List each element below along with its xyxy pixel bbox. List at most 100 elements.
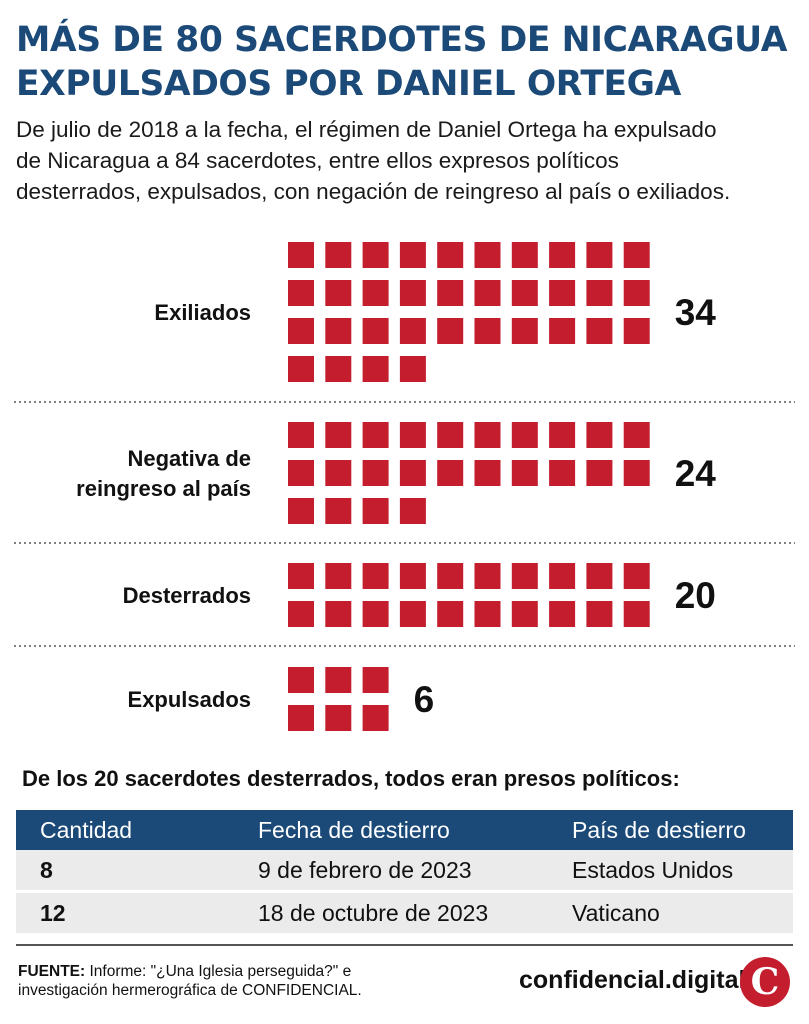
waffle-square xyxy=(362,563,389,589)
waffle-square xyxy=(288,667,314,693)
waffle-square xyxy=(288,498,314,524)
waffle-square xyxy=(474,601,501,627)
subtitle-line-2: de Nicaragua a 84 sacerdotes, entre ello… xyxy=(16,148,619,173)
category-label: Desterrados xyxy=(123,583,251,608)
cell-fecha: 18 de octubre de 2023 xyxy=(258,899,489,926)
waffle-square xyxy=(623,318,650,344)
desterrados-table: Cantidad Fecha de destierro País de dest… xyxy=(16,810,793,933)
subtitle-line-3: desterrados, expulsados, con negación de… xyxy=(16,179,731,204)
waffle-square xyxy=(288,563,314,589)
waffle-square xyxy=(474,280,501,306)
value-label: 24 xyxy=(675,453,717,494)
waffle-square xyxy=(399,498,426,524)
waffle-square xyxy=(623,422,650,448)
waffle-square xyxy=(399,563,426,589)
waffle-square xyxy=(362,356,389,382)
waffle-square xyxy=(623,280,650,306)
source-label: FUENTE: xyxy=(18,963,86,980)
waffle-square xyxy=(549,318,576,344)
waffle-square xyxy=(325,667,352,693)
cell-pais: Estados Unidos xyxy=(572,856,734,883)
waffle-square xyxy=(399,601,426,627)
waffle-square xyxy=(399,460,426,486)
waffle-square xyxy=(474,563,501,589)
waffle-square xyxy=(362,498,389,524)
cell-fecha: 9 de febrero de 2023 xyxy=(258,856,472,883)
category-label: reingreso al país xyxy=(76,476,251,501)
value-label: 20 xyxy=(675,575,716,616)
waffle-square xyxy=(325,242,352,268)
waffle-square xyxy=(399,422,426,448)
waffle-square xyxy=(325,601,352,627)
waffle-square xyxy=(325,356,352,382)
value-label: 34 xyxy=(675,292,717,333)
waffle-square xyxy=(325,705,352,731)
waffle-chart: Exiliados 34 Negativa de reingreso al país 2… xyxy=(14,242,795,731)
source-text-1: Informe: "¿Una Iglesia perseguida?" e xyxy=(85,963,352,980)
waffle-square xyxy=(325,422,352,448)
waffle-square xyxy=(362,422,389,448)
source-text-2: investigación hermerográfica de CONFIDEN… xyxy=(18,982,362,999)
waffle-square xyxy=(437,460,464,486)
waffle-square xyxy=(362,318,389,344)
waffle-square xyxy=(437,318,464,344)
table-row: 8 9 de febrero de 2023 Estados Unidos xyxy=(16,850,793,890)
waffle-square xyxy=(288,705,314,731)
waffle-square xyxy=(549,422,576,448)
waffle-square xyxy=(362,242,389,268)
title-line-1: MÁS DE 80 SACERDOTES DE NICARAGUA xyxy=(16,20,788,60)
waffle-square xyxy=(474,242,501,268)
brand-name: confidencial.digital xyxy=(519,966,746,994)
waffle-square xyxy=(399,280,426,306)
waffle-square xyxy=(549,601,576,627)
source-note: FUENTE: Informe: "¿Una Iglesia perseguid… xyxy=(18,962,438,1000)
waffle-square xyxy=(511,318,538,344)
waffle-square xyxy=(511,422,538,448)
category-label: Negativa de xyxy=(128,446,252,471)
table-row: 12 18 de octubre de 2023 Vaticano xyxy=(16,893,793,933)
col-header-pais: País de destierro xyxy=(572,816,746,843)
cell-cantidad: 12 xyxy=(40,899,66,926)
waffle-square xyxy=(623,601,650,627)
waffle-square xyxy=(325,460,352,486)
waffle-square xyxy=(586,280,613,306)
waffle-square xyxy=(549,280,576,306)
waffle-square xyxy=(437,563,464,589)
waffle-square xyxy=(549,460,576,486)
waffle-square xyxy=(511,460,538,486)
waffle-square xyxy=(586,601,613,627)
waffle-square xyxy=(474,318,501,344)
col-header-cantidad: Cantidad xyxy=(40,816,133,843)
waffle-square xyxy=(288,318,314,344)
waffle-square xyxy=(511,280,538,306)
waffle-square xyxy=(437,280,464,306)
waffle-square xyxy=(549,242,576,268)
waffle-square xyxy=(288,280,314,306)
waffle-square xyxy=(586,460,613,486)
col-header-fecha: Fecha de destierro xyxy=(258,816,450,843)
footer-divider xyxy=(16,944,793,946)
waffle-square xyxy=(586,318,613,344)
waffle-square xyxy=(399,356,426,382)
waffle-square xyxy=(325,280,352,306)
waffle-square xyxy=(325,498,352,524)
table-header-row: Cantidad Fecha de destierro País de dest… xyxy=(16,810,793,850)
waffle-square xyxy=(288,460,314,486)
title-line-2: EXPULSADOS POR DANIEL ORTEGA xyxy=(16,64,681,104)
category-label: Exiliados xyxy=(154,300,251,325)
waffle-square xyxy=(288,356,314,382)
waffle-square xyxy=(623,460,650,486)
waffle-square xyxy=(511,563,538,589)
waffle-square xyxy=(362,601,389,627)
subtitle-line-1: De julio de 2018 a la fecha, el régimen … xyxy=(16,117,717,142)
waffle-square xyxy=(586,242,613,268)
waffle-square xyxy=(362,280,389,306)
cell-cantidad: 8 xyxy=(40,856,53,883)
waffle-square xyxy=(474,422,501,448)
waffle-square xyxy=(399,242,426,268)
confidencial-logo: C xyxy=(740,957,790,1007)
waffle-square xyxy=(325,318,352,344)
waffle-square xyxy=(362,667,389,693)
waffle-square xyxy=(586,422,613,448)
category-label: Expulsados xyxy=(128,687,251,712)
